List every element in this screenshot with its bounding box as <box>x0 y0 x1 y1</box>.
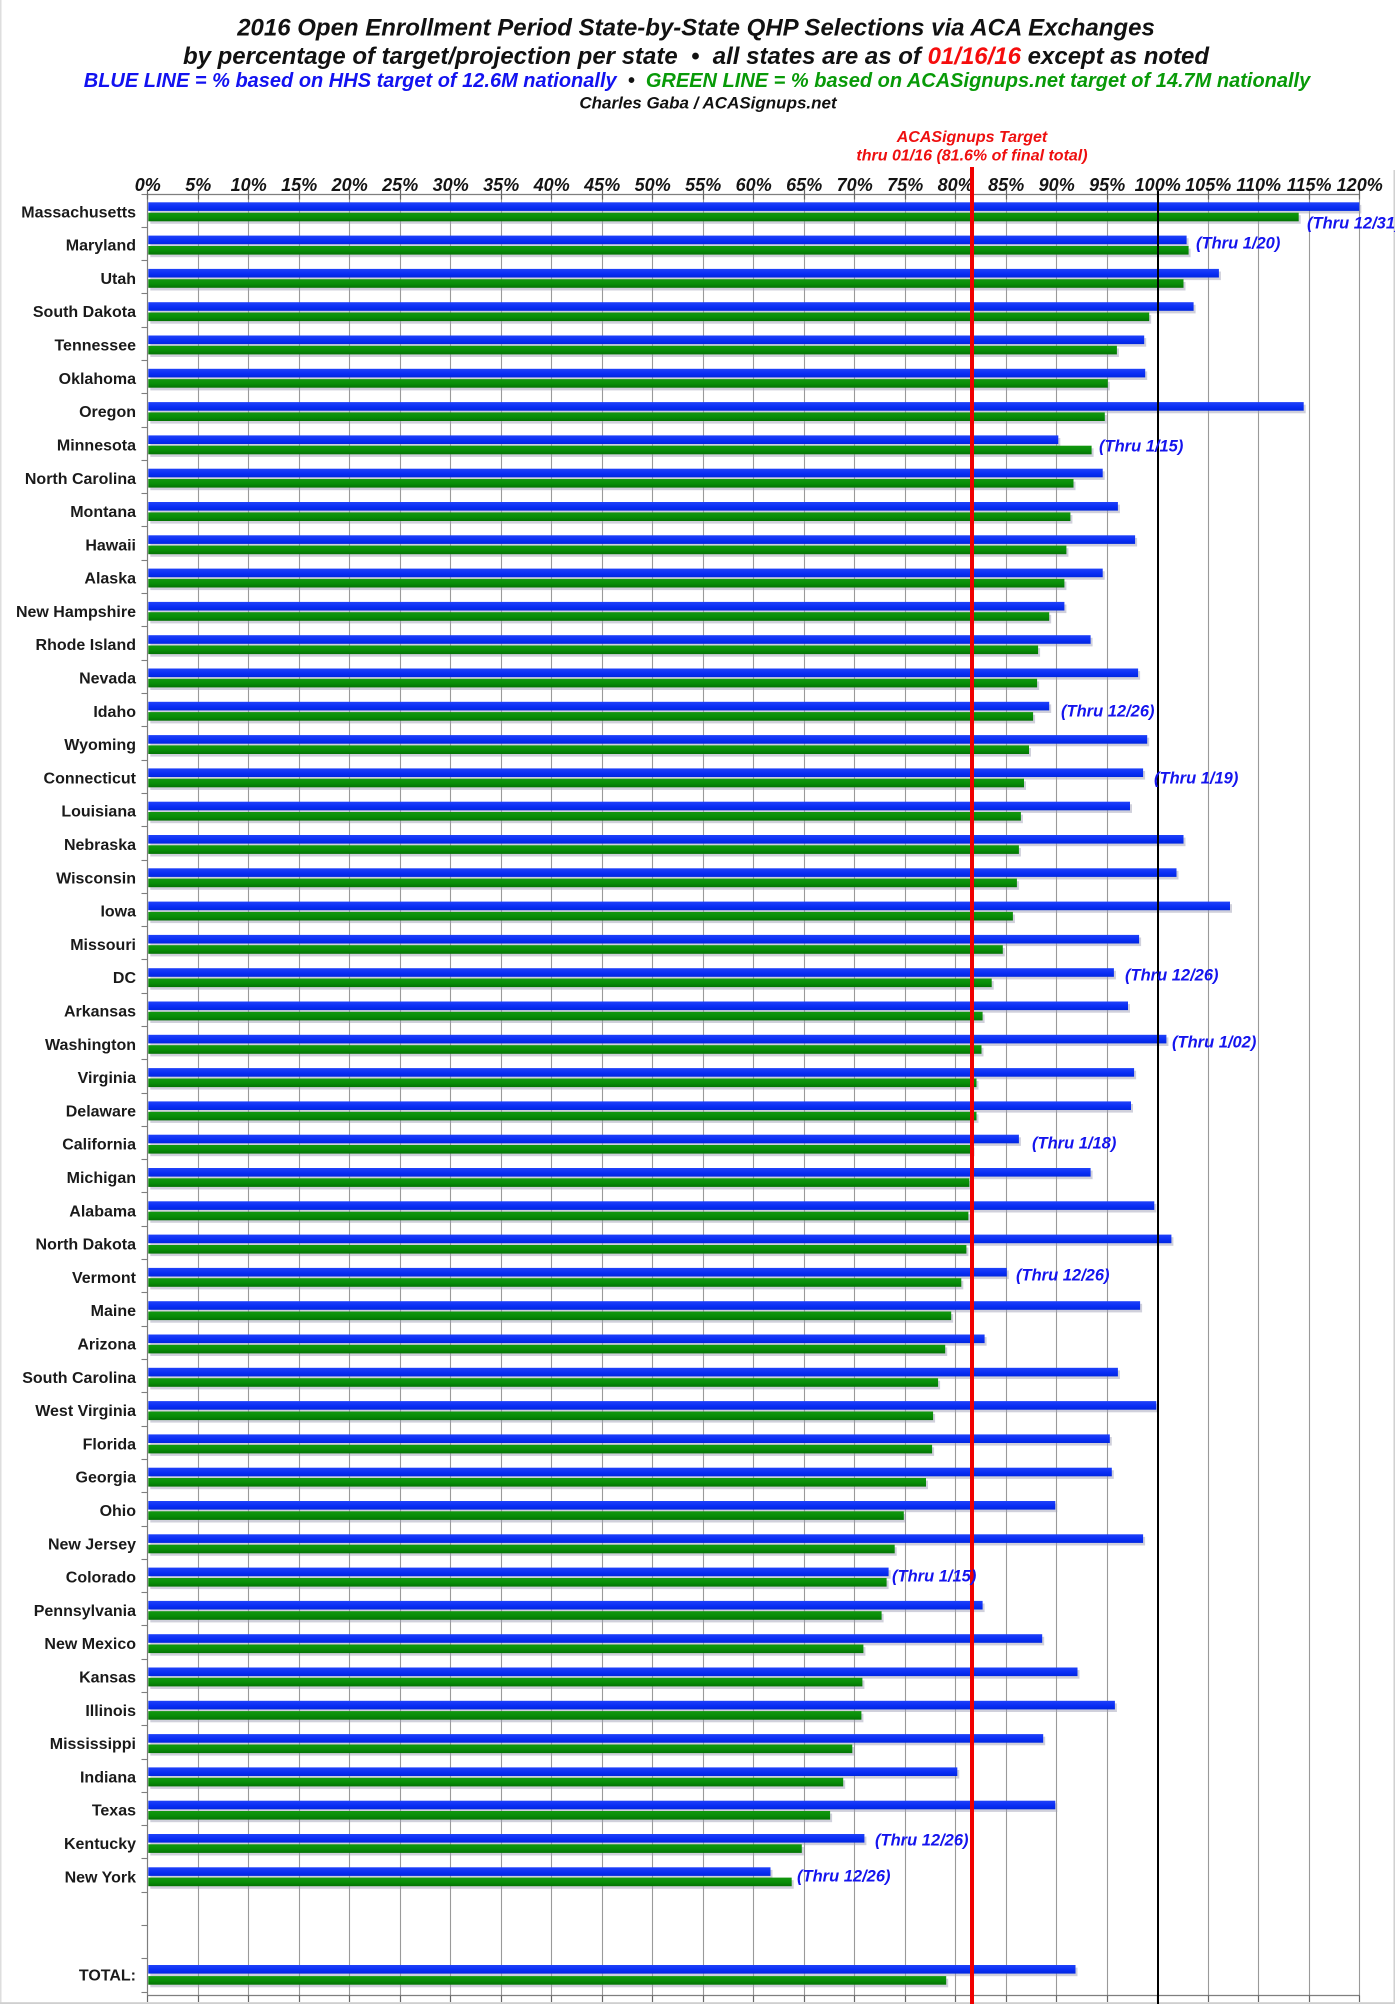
svg-text:30%: 30% <box>433 175 469 195</box>
svg-text:120%: 120% <box>1337 175 1383 195</box>
svg-text:(Thru 1/20): (Thru 1/20) <box>1196 235 1281 253</box>
svg-text:(Thru 12/26): (Thru 12/26) <box>1061 703 1155 721</box>
svg-text:New York: New York <box>65 1869 137 1886</box>
svg-text:Virginia: Virginia <box>78 1070 136 1087</box>
svg-text:Iowa: Iowa <box>100 904 136 921</box>
svg-text:Washington: Washington <box>45 1037 136 1054</box>
svg-text:Tennessee: Tennessee <box>54 338 136 355</box>
svg-text:25%: 25% <box>381 175 418 195</box>
svg-text:Nevada: Nevada <box>79 671 136 688</box>
svg-text:95%: 95% <box>1089 175 1125 195</box>
svg-text:Montana: Montana <box>70 504 136 521</box>
svg-text:40%: 40% <box>533 175 570 195</box>
svg-text:(Thru 1/18): (Thru 1/18) <box>1032 1135 1117 1153</box>
svg-text:New Hampshire: New Hampshire <box>16 604 136 621</box>
svg-text:Minnesota: Minnesota <box>57 437 136 454</box>
svg-text:Pennsylvania: Pennsylvania <box>34 1603 136 1620</box>
svg-text:South Dakota: South Dakota <box>33 304 136 321</box>
svg-text:New Mexico: New Mexico <box>44 1636 136 1653</box>
svg-text:Connecticut: Connecticut <box>44 770 137 787</box>
svg-text:2016 Open Enrollment Period St: 2016 Open Enrollment Period State-by-Sta… <box>236 15 1155 42</box>
svg-text:TOTAL:: TOTAL: <box>79 1968 136 1985</box>
svg-text:Georgia: Georgia <box>76 1470 137 1487</box>
svg-text:Mississippi: Mississippi <box>50 1736 136 1753</box>
svg-text:90%: 90% <box>1039 175 1075 195</box>
svg-text:100%: 100% <box>1135 175 1181 195</box>
svg-text:Nebraska: Nebraska <box>64 837 136 854</box>
svg-text:60%: 60% <box>736 175 772 195</box>
svg-text:(Thru 12/26): (Thru 12/26) <box>1125 967 1219 985</box>
svg-text:(Thru 1/02): (Thru 1/02) <box>1172 1034 1257 1052</box>
svg-text:5%: 5% <box>185 175 211 195</box>
svg-text:by percentage of target/projec: by percentage of target/projection per s… <box>183 43 1210 70</box>
svg-text:Colorado: Colorado <box>66 1570 136 1587</box>
svg-text:South Carolina: South Carolina <box>22 1370 136 1387</box>
svg-text:(Thru 1/15): (Thru 1/15) <box>892 1568 977 1586</box>
svg-text:115%: 115% <box>1287 175 1332 195</box>
svg-text:0%: 0% <box>135 175 161 195</box>
svg-text:ACASignups Target: ACASignups Target <box>896 129 1048 146</box>
svg-text:Indiana: Indiana <box>80 1769 136 1786</box>
svg-text:Utah: Utah <box>100 271 136 288</box>
svg-text:45%: 45% <box>583 175 620 195</box>
svg-text:Missouri: Missouri <box>70 937 136 954</box>
svg-text:Michigan: Michigan <box>67 1170 136 1187</box>
svg-text:15%: 15% <box>281 175 317 195</box>
svg-text:thru 01/16 (81.6% of final tot: thru 01/16 (81.6% of final total) <box>856 148 1087 165</box>
svg-text:Illinois: Illinois <box>85 1703 136 1720</box>
svg-text:(Thru 12/31): (Thru 12/31) <box>1307 215 1395 233</box>
svg-text:Vermont: Vermont <box>72 1270 137 1287</box>
svg-text:Charles Gaba / ACASignups.net: Charles Gaba / ACASignups.net <box>579 94 838 113</box>
svg-text:North Carolina: North Carolina <box>25 471 136 488</box>
svg-text:110%: 110% <box>1236 175 1281 195</box>
svg-text:New Jersey: New Jersey <box>48 1536 136 1553</box>
svg-text:Florida: Florida <box>83 1436 136 1453</box>
svg-text:Texas: Texas <box>92 1803 136 1820</box>
svg-text:50%: 50% <box>635 175 671 195</box>
svg-text:35%: 35% <box>483 175 519 195</box>
svg-text:Idaho: Idaho <box>93 704 136 721</box>
svg-text:Oregon: Oregon <box>79 404 136 421</box>
svg-text:Wyoming: Wyoming <box>64 737 136 754</box>
svg-text:20%: 20% <box>331 175 368 195</box>
svg-text:(Thru 1/19): (Thru 1/19) <box>1154 770 1239 788</box>
svg-text:75%: 75% <box>887 175 923 195</box>
svg-text:55%: 55% <box>685 175 721 195</box>
svg-text:Kansas: Kansas <box>79 1670 136 1687</box>
svg-text:Alabama: Alabama <box>69 1203 136 1220</box>
svg-text:North Dakota: North Dakota <box>36 1237 137 1254</box>
svg-text:DC: DC <box>113 970 137 987</box>
svg-text:Rhode Island: Rhode Island <box>36 637 136 654</box>
svg-text:Maine: Maine <box>91 1303 136 1320</box>
svg-text:Hawaii: Hawaii <box>85 537 136 554</box>
svg-text:Maryland: Maryland <box>66 238 136 255</box>
svg-text:West Virginia: West Virginia <box>35 1403 136 1420</box>
svg-text:(Thru 12/26): (Thru 12/26) <box>1016 1267 1110 1285</box>
svg-text:Arizona: Arizona <box>77 1337 136 1354</box>
svg-text:Kentucky: Kentucky <box>64 1836 136 1853</box>
svg-text:105%: 105% <box>1185 175 1231 195</box>
svg-text:Massachusetts: Massachusetts <box>21 204 136 221</box>
svg-text:70%: 70% <box>837 175 873 195</box>
svg-text:Arkansas: Arkansas <box>64 1004 136 1021</box>
svg-text:(Thru 12/26): (Thru 12/26) <box>797 1868 891 1886</box>
svg-text:Alaska: Alaska <box>84 571 136 588</box>
svg-text:California: California <box>62 1137 136 1154</box>
svg-text:(Thru 12/26): (Thru 12/26) <box>875 1832 969 1850</box>
svg-text:(Thru 1/15): (Thru 1/15) <box>1099 438 1184 456</box>
svg-text:BLUE LINE = % based on HHS tar: BLUE LINE = % based on HHS target of 12.… <box>84 70 1311 92</box>
svg-text:Louisiana: Louisiana <box>61 804 136 821</box>
svg-text:Wisconsin: Wisconsin <box>56 870 136 887</box>
svg-text:Ohio: Ohio <box>100 1503 137 1520</box>
svg-text:85%: 85% <box>988 175 1024 195</box>
svg-text:Delaware: Delaware <box>66 1103 136 1120</box>
svg-text:65%: 65% <box>786 175 822 195</box>
svg-text:10%: 10% <box>231 175 267 195</box>
svg-text:80%: 80% <box>938 175 974 195</box>
svg-text:Oklahoma: Oklahoma <box>59 371 136 388</box>
